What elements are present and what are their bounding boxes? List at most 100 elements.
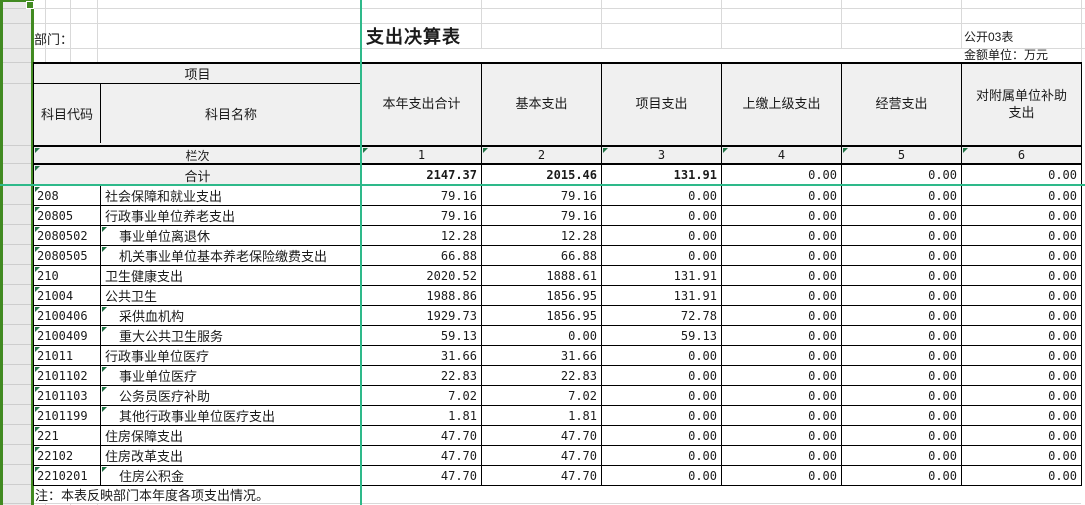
value-cell[interactable]: 0.00 [842, 426, 962, 445]
value-cell[interactable]: 2020.52 [362, 266, 482, 285]
value-cell[interactable]: 66.88 [482, 246, 602, 265]
total-value-cell[interactable]: 131.91 [602, 165, 722, 185]
value-cell[interactable]: 0.00 [722, 306, 842, 325]
value-cell[interactable]: 0.00 [602, 466, 722, 485]
value-cell[interactable]: 79.16 [362, 186, 482, 205]
value-cell[interactable]: 0.00 [842, 406, 962, 425]
value-cell[interactable]: 0.00 [722, 266, 842, 285]
column-number-cell[interactable]: 3 [602, 147, 722, 163]
lanci-label-cell[interactable]: 栏次 [34, 147, 362, 163]
total-value-cell[interactable]: 0.00 [842, 165, 962, 185]
column-number-cell[interactable]: 5 [842, 147, 962, 163]
value-cell[interactable]: 131.91 [602, 286, 722, 305]
value-cell[interactable]: 79.16 [482, 186, 602, 205]
value-cell[interactable]: 0.00 [842, 326, 962, 345]
header-operating-cell[interactable]: 经营支出 [842, 64, 962, 145]
value-cell[interactable]: 0.00 [842, 446, 962, 465]
value-cell[interactable]: 31.66 [482, 346, 602, 365]
value-cell[interactable]: 0.00 [842, 306, 962, 325]
value-cell[interactable]: 0.00 [962, 266, 1082, 285]
header-project-expenditure-cell[interactable]: 项目支出 [602, 64, 722, 145]
value-cell[interactable]: 0.00 [842, 386, 962, 405]
subject-name-cell[interactable]: 采供血机构 [101, 306, 362, 325]
column-number-cell[interactable]: 2 [482, 147, 602, 163]
subject-code-cell[interactable]: 2101199 [34, 406, 101, 425]
value-cell[interactable]: 0.00 [962, 346, 1082, 365]
value-cell[interactable]: 79.16 [482, 206, 602, 225]
value-cell[interactable]: 1888.61 [482, 266, 602, 285]
value-cell[interactable]: 0.00 [962, 326, 1082, 345]
value-cell[interactable]: 12.28 [482, 226, 602, 245]
subject-code-cell[interactable]: 22102 [34, 446, 101, 465]
subject-name-cell[interactable]: 其他行政事业单位医疗支出 [101, 406, 362, 425]
subject-name-cell[interactable]: 住房改革支出 [101, 446, 362, 465]
value-cell[interactable]: 0.00 [722, 406, 842, 425]
value-cell[interactable]: 0.00 [722, 206, 842, 225]
value-cell[interactable]: 0.00 [722, 326, 842, 345]
subject-name-cell[interactable]: 住房保障支出 [101, 426, 362, 445]
value-cell[interactable]: 0.00 [602, 406, 722, 425]
value-cell[interactable]: 0.00 [602, 246, 722, 265]
subject-code-cell[interactable]: 208 [34, 186, 101, 205]
subject-name-cell[interactable]: 重大公共卫生服务 [101, 326, 362, 345]
value-cell[interactable]: 131.91 [602, 266, 722, 285]
doc-code-label[interactable]: 公开03表 [964, 30, 1014, 44]
subject-name-cell[interactable]: 行政事业单位医疗 [101, 346, 362, 365]
subject-code-cell[interactable]: 2100406 [34, 306, 101, 325]
value-cell[interactable]: 47.70 [482, 446, 602, 465]
value-cell[interactable]: 0.00 [962, 306, 1082, 325]
total-label-cell[interactable]: 合计 [34, 165, 362, 185]
value-cell[interactable]: 0.00 [962, 466, 1082, 485]
value-cell[interactable]: 1988.86 [362, 286, 482, 305]
value-cell[interactable]: 0.00 [722, 366, 842, 385]
value-cell[interactable]: 22.83 [482, 366, 602, 385]
subject-name-cell[interactable]: 住房公积金 [101, 466, 362, 485]
value-cell[interactable]: 0.00 [722, 346, 842, 365]
header-project-cell[interactable]: 项目 [34, 64, 362, 84]
value-cell[interactable]: 0.00 [602, 206, 722, 225]
value-cell[interactable]: 66.88 [362, 246, 482, 265]
value-cell[interactable]: 0.00 [962, 206, 1082, 225]
value-cell[interactable]: 0.00 [842, 206, 962, 225]
value-cell[interactable]: 0.00 [602, 386, 722, 405]
selection-fill-handle[interactable] [26, 1, 34, 9]
value-cell[interactable]: 7.02 [482, 386, 602, 405]
value-cell[interactable]: 0.00 [602, 446, 722, 465]
subject-name-cell[interactable]: 公务员医疗补助 [101, 386, 362, 405]
value-cell[interactable]: 0.00 [602, 366, 722, 385]
subject-code-cell[interactable]: 20805 [34, 206, 101, 225]
value-cell[interactable]: 1.81 [362, 406, 482, 425]
header-year-total-cell[interactable]: 本年支出合计 [362, 64, 482, 145]
column-number-cell[interactable]: 6 [962, 147, 1082, 163]
value-cell[interactable]: 72.78 [602, 306, 722, 325]
report-title[interactable]: 支出决算表 [366, 27, 461, 47]
subject-name-cell[interactable]: 行政事业单位养老支出 [101, 206, 362, 225]
department-cell[interactable]: 部门： [34, 32, 74, 47]
value-cell[interactable]: 0.00 [842, 346, 962, 365]
value-cell[interactable]: 0.00 [962, 426, 1082, 445]
value-cell[interactable]: 0.00 [842, 246, 962, 265]
total-value-cell[interactable]: 0.00 [962, 165, 1082, 185]
selected-column[interactable] [0, 0, 34, 505]
header-basic-expenditure-cell[interactable]: 基本支出 [482, 64, 602, 145]
value-cell[interactable]: 7.02 [362, 386, 482, 405]
subject-name-cell[interactable]: 公共卫生 [101, 286, 362, 305]
total-value-cell[interactable]: 2015.46 [482, 165, 602, 185]
value-cell[interactable]: 0.00 [722, 446, 842, 465]
subject-code-cell[interactable]: 2210201 [34, 466, 101, 485]
value-cell[interactable]: 0.00 [482, 326, 602, 345]
column-number-cell[interactable]: 4 [722, 147, 842, 163]
value-cell[interactable]: 0.00 [842, 266, 962, 285]
subject-name-cell[interactable]: 卫生健康支出 [101, 266, 362, 285]
header-subject-name-cell[interactable]: 科目名称 [101, 84, 362, 143]
value-cell[interactable]: 1929.73 [362, 306, 482, 325]
value-cell[interactable]: 0.00 [962, 386, 1082, 405]
value-cell[interactable]: 0.00 [842, 286, 962, 305]
value-cell[interactable]: 0.00 [722, 466, 842, 485]
subject-name-cell[interactable]: 社会保障和就业支出 [101, 186, 362, 205]
value-cell[interactable]: 47.70 [362, 446, 482, 465]
value-cell[interactable]: 0.00 [602, 426, 722, 445]
value-cell[interactable]: 0.00 [722, 186, 842, 205]
value-cell[interactable]: 47.70 [362, 426, 482, 445]
value-cell[interactable]: 0.00 [962, 406, 1082, 425]
